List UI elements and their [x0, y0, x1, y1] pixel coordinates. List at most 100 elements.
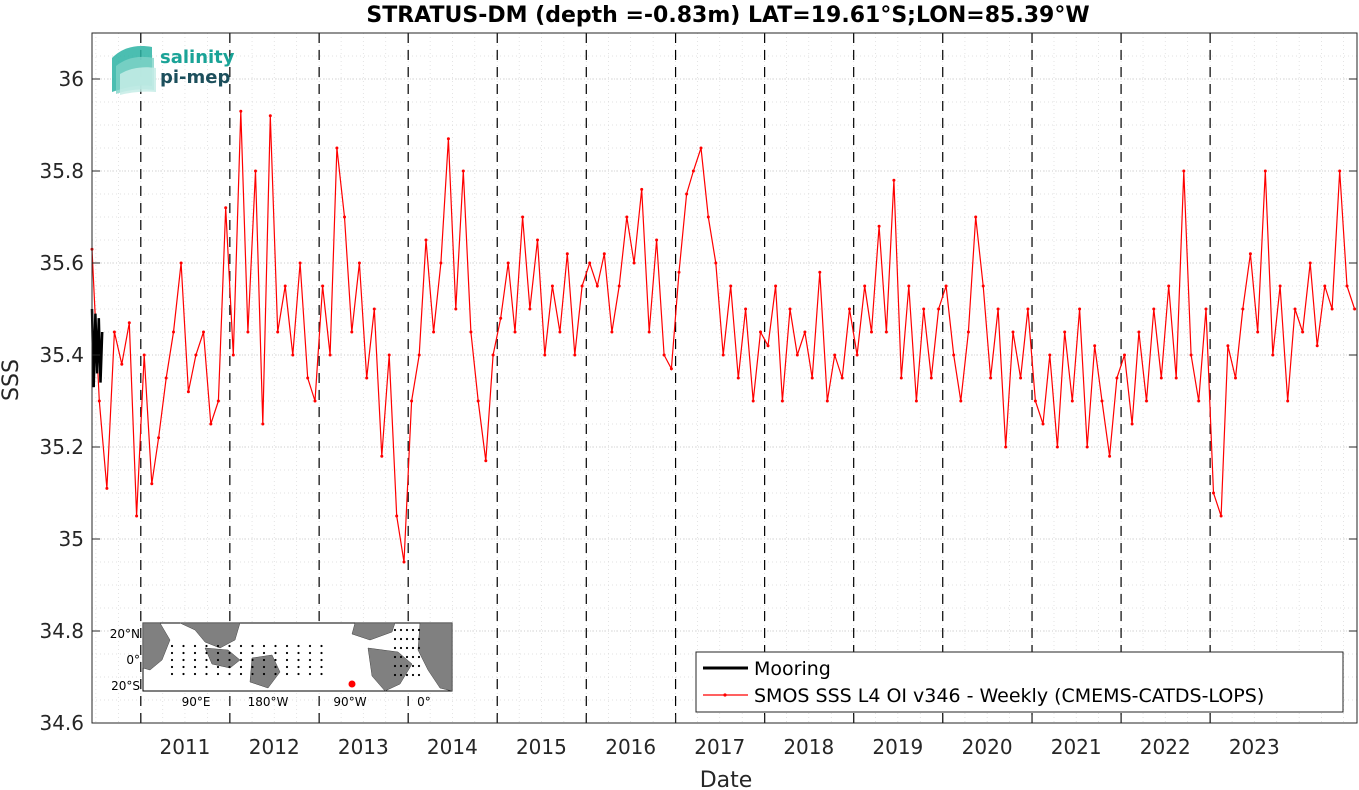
x-tick-label: 2011 — [160, 735, 211, 759]
y-tick-label: 35.2 — [39, 435, 84, 459]
inset-mooring-dot — [297, 644, 300, 648]
x-axis-label: Date — [700, 768, 753, 790]
inset-mooring-dot — [170, 651, 174, 655]
data-point-smos — [759, 330, 762, 334]
data-point-smos — [647, 330, 651, 334]
inset-mooring-dot — [228, 672, 231, 676]
inset-mooring-dot — [411, 628, 415, 632]
data-point-smos — [335, 146, 339, 150]
data-point-smos — [402, 560, 406, 564]
inset-mooring-dot — [182, 665, 185, 669]
data-point-smos — [1338, 169, 1342, 173]
inset-mooring-dot — [205, 644, 208, 648]
data-point-smos — [491, 353, 495, 357]
data-point-smos — [833, 353, 837, 357]
data-point-smos — [150, 482, 154, 486]
data-point-smos — [321, 284, 325, 288]
data-point-smos — [1011, 330, 1015, 334]
inset-mooring-dot — [320, 672, 323, 676]
inset-mooring-dot — [393, 664, 397, 668]
x-tick-label: 2013 — [338, 735, 389, 759]
data-point-smos — [1137, 330, 1141, 334]
plot-frame — [91, 32, 1358, 724]
data-point-smos — [164, 376, 168, 380]
data-point-smos — [1085, 445, 1089, 449]
inset-mooring-dot — [393, 628, 397, 632]
y-axis-label: SSS — [0, 359, 24, 401]
data-point-smos — [1271, 353, 1275, 357]
data-point-smos — [550, 284, 554, 288]
inset-mooring-dot — [297, 672, 300, 676]
inset-mooring-dot — [274, 658, 277, 662]
data-point-smos — [209, 422, 213, 426]
data-point-smos — [1256, 330, 1260, 334]
data-point-smos — [996, 307, 1000, 311]
data-point-smos — [810, 376, 814, 380]
data-point-smos — [276, 330, 280, 334]
x-tick-label: 2019 — [872, 735, 923, 759]
x-tick-label: 2012 — [249, 735, 300, 759]
data-point-smos — [365, 376, 369, 380]
y-tick-label: 34.6 — [39, 711, 84, 735]
data-point-smos — [736, 376, 740, 380]
inset-mooring-dot — [239, 658, 243, 662]
inset-mooring-dot — [297, 665, 300, 669]
inset-map-location-marker — [348, 680, 356, 688]
data-point-smos — [1152, 307, 1156, 311]
y-axis-ticks: 34.6 34.8 35 35.2 35.4 35.6 35.8 36 — [39, 67, 1357, 735]
data-point-smos — [1278, 284, 1282, 288]
data-point-smos — [706, 215, 710, 219]
inset-mooring-dot — [251, 644, 254, 648]
x-tick-label: 2017 — [694, 735, 745, 759]
inset-mooring-dot — [320, 651, 323, 655]
x-tick-label: 2023 — [1229, 735, 1280, 759]
inset-mooring-dot — [216, 672, 220, 676]
inset-mooring-dot — [417, 673, 421, 677]
data-point-smos — [774, 284, 778, 288]
inset-mooring-dot — [308, 665, 312, 669]
y-tick-label: 34.8 — [39, 619, 84, 643]
inset-mooring-dot — [193, 672, 197, 676]
inset-mooring-dot — [285, 644, 289, 648]
inset-mooring-dot — [399, 673, 403, 677]
y-tick-label: 35.6 — [39, 251, 84, 275]
inset-mooring-dot — [411, 646, 415, 650]
inset-mooring-dot — [393, 637, 397, 641]
data-point-smos — [640, 187, 644, 191]
data-point-smos — [513, 330, 517, 334]
data-point-smos — [246, 330, 250, 334]
data-point-smos — [1115, 376, 1119, 380]
data-point-smos — [1248, 252, 1252, 256]
inset-mooring-dot — [170, 672, 174, 676]
data-point-smos — [1048, 353, 1052, 357]
data-point-smos — [410, 399, 414, 403]
inset-mooring-dot — [320, 665, 323, 669]
data-point-smos — [899, 376, 903, 380]
data-point-smos — [1145, 399, 1148, 403]
inset-mooring-dot — [285, 672, 289, 676]
inset-mooring-dot — [320, 644, 323, 648]
data-point-smos — [283, 284, 287, 288]
inset-mooring-dot — [320, 658, 323, 662]
logo-wave-icon — [112, 46, 156, 95]
inset-mooring-dot — [251, 672, 254, 676]
inset-mooring-dot — [216, 665, 220, 669]
legend-entry: Mooring — [754, 658, 831, 680]
data-point-smos — [573, 353, 577, 357]
data-point-smos — [239, 109, 243, 113]
data-point-smos — [669, 367, 673, 371]
year-divider-lines — [140, 33, 1211, 723]
data-point-smos — [721, 353, 725, 357]
data-point-smos — [1234, 376, 1237, 380]
legend-entry: SMOS SSS L4 OI v346 - Weekly (CMEMS-CATD… — [754, 685, 1264, 707]
data-point-smos — [662, 353, 666, 357]
inset-mooring-dot — [262, 658, 266, 662]
data-point-smos — [1226, 344, 1230, 348]
y-tick-label: 35.4 — [39, 343, 84, 367]
inset-mooring-dot — [182, 658, 185, 662]
inset-mooring-dot — [297, 651, 300, 655]
data-point-smos — [989, 376, 993, 380]
data-point-smos — [1345, 284, 1349, 288]
inset-mooring-dot — [216, 658, 220, 662]
data-point-smos — [595, 284, 599, 288]
